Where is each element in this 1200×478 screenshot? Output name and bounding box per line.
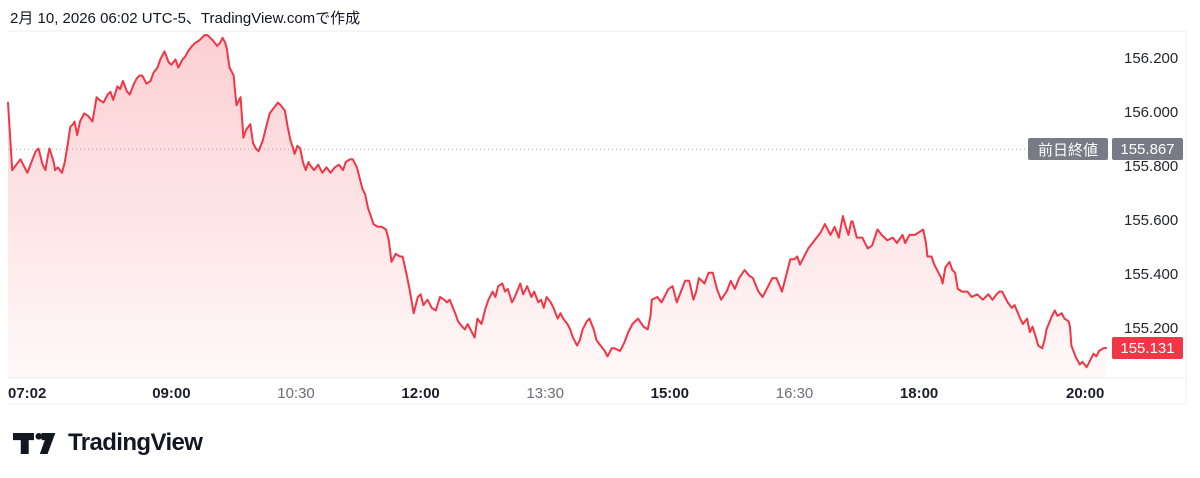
price-axis-label: 155.400 [1124,266,1179,284]
tradingview-logo[interactable]: TradingView [13,429,203,456]
prev-close-badge-label: 前日終値 [1027,138,1108,161]
time-axis-label: 16:30 [775,385,814,402]
time-axis-label: 07:02 [8,385,47,402]
price-axis-label: 155.200 [1124,320,1179,338]
time-axis-label: 20:00 [1066,385,1105,402]
price-axis-label: 155.800 [1124,158,1179,176]
time-axis-label: 18:00 [899,385,939,402]
price-axis-label: 156.000 [1124,104,1179,122]
tradingview-logo-text: TradingView [68,429,203,456]
area-fill [8,35,1106,378]
time-axis-label: 13:30 [526,385,564,402]
time-axis-label: 09:00 [152,385,191,402]
tradingview-logo-icon [13,432,56,454]
chart-attribution: 2月 10, 2026 06:02 UTC-5、TradingView.comで… [10,10,361,27]
time-axis-label: 12:00 [401,385,440,402]
prev-close-badge-value: 155.867 [1112,138,1183,161]
time-axis-label: 10:30 [277,385,315,402]
price-axis-label: 156.200 [1124,50,1179,68]
price-line [7,34,1107,369]
last-price-badge: 155.131 [1112,337,1183,359]
price-axis-label: 155.600 [1124,212,1179,230]
time-axis-label: 15:00 [650,385,689,402]
